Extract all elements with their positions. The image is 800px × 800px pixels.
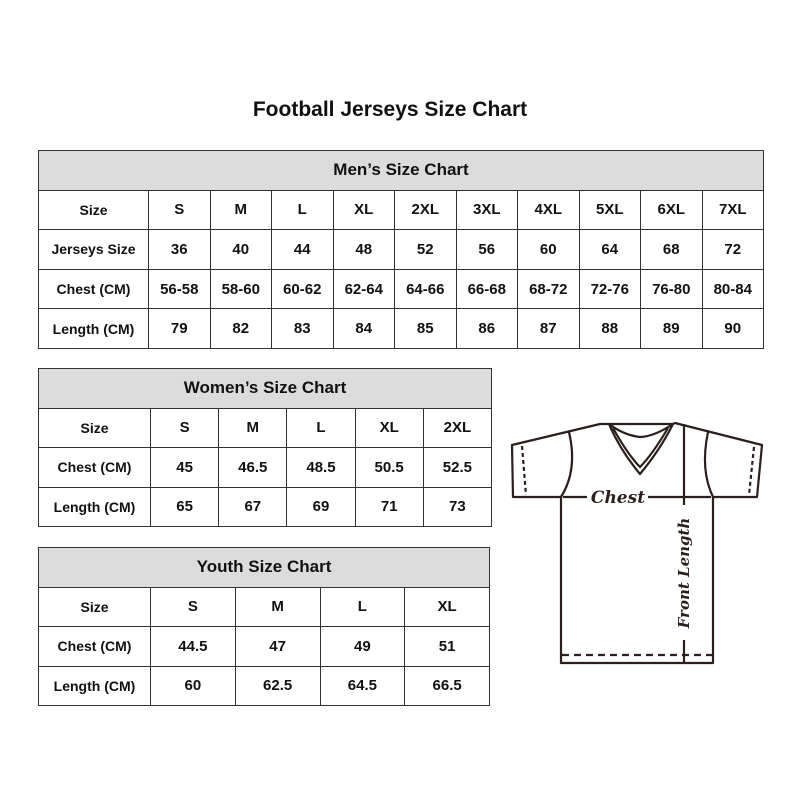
- table-cell: 85: [394, 308, 457, 349]
- front-length-label: Front Length: [675, 518, 693, 630]
- row-label: Length (CM): [38, 486, 151, 527]
- table-cell: 69: [286, 486, 356, 527]
- table-row: Length (CM) 79 82 83 84 85 86 87 88 89 90: [38, 308, 764, 349]
- table-cell: L: [286, 407, 356, 448]
- table-cell: S: [149, 407, 220, 448]
- table-cell: 64.5: [319, 665, 406, 706]
- table-cell: 60: [150, 665, 236, 706]
- page-title: Football Jerseys Size Chart: [252, 98, 528, 121]
- row-label: Length (CM): [38, 308, 149, 349]
- table-cell: 60-62: [271, 268, 334, 310]
- table-row: Jerseys Size 36 40 44 48 52 56 60 64 68 72: [38, 229, 764, 270]
- row-label: Size: [38, 407, 151, 448]
- table-cell: 49: [319, 626, 406, 667]
- jersey-outline: [510, 421, 764, 665]
- table-cell: XL: [332, 189, 395, 231]
- table-cell: 60: [517, 229, 580, 270]
- row-label: Size: [38, 586, 151, 627]
- chest-label: Chest: [591, 488, 645, 508]
- sleeve-seam-left: [560, 431, 574, 498]
- table-cell: 80-84: [701, 268, 764, 310]
- men-caption: Men’s Size Chart: [38, 150, 764, 191]
- table-cell: 79: [148, 308, 211, 349]
- row-label: Length (CM): [38, 665, 151, 706]
- row-label: Chest (CM): [38, 447, 151, 488]
- jersey-collar: [608, 422, 675, 469]
- table-cell: 62-64: [332, 268, 395, 310]
- row-label: Size: [38, 189, 149, 231]
- table-cell: 76-80: [640, 268, 703, 310]
- table-cell: XL: [354, 407, 424, 448]
- table-cell: 65: [149, 486, 220, 527]
- sleeve-hem-right: [747, 446, 756, 496]
- row-label: Jerseys Size: [38, 229, 149, 270]
- table-cell: S: [150, 586, 236, 627]
- table-row: Size S M L XL 2XL: [38, 407, 493, 448]
- table-cell: 67: [218, 486, 288, 527]
- table-cell: 68-72: [517, 268, 580, 310]
- table-cell: 36: [148, 229, 211, 270]
- table-cell: 48.5: [286, 447, 356, 488]
- table-cell: 88: [578, 308, 641, 349]
- youth-size-table: Youth Size Chart Size S M L XL Chest (CM) 44.5 4…: [38, 547, 490, 706]
- table-cell: 66-68: [455, 268, 518, 310]
- table-row: Length (CM) 65 67 69 71 73: [38, 486, 493, 527]
- table-cell: L: [319, 586, 406, 627]
- table-cell: 66.5: [404, 665, 490, 706]
- table-row: Length (CM) 60 62.5 64.5 66.5: [38, 665, 490, 706]
- table-row: Size S M L XL 2XL 3XL 4XL 5XL 6XL 7XL: [38, 189, 764, 231]
- table-cell: 62.5: [234, 665, 321, 706]
- table-cell: 73: [422, 486, 493, 527]
- women-caption: Women’s Size Chart: [38, 368, 492, 409]
- mens-size-table: Men’s Size Chart Size S M L XL 2XL 3XL 4XL 5XL 6XL…: [38, 150, 764, 349]
- youth-caption: Youth Size Chart: [38, 547, 490, 588]
- table-cell: 6XL: [640, 189, 703, 231]
- table-cell: L: [271, 189, 334, 231]
- table-row: Size S M L XL: [38, 586, 490, 627]
- table-row: Chest (CM) 44.5 47 49 51: [38, 626, 490, 667]
- table-cell: 5XL: [578, 189, 641, 231]
- table-cell: 51: [404, 626, 490, 667]
- womens-size-table: Women’s Size Chart Size S M L XL 2XL Chest (CM)…: [38, 368, 493, 527]
- table-cell: 86: [455, 308, 518, 349]
- table-cell: 45: [149, 447, 220, 488]
- table-cell: M: [234, 586, 321, 627]
- sleeve-seam-right: [703, 431, 714, 498]
- table-cell: 84: [332, 308, 395, 349]
- table-cell: 72-76: [578, 268, 641, 310]
- table-cell: 50.5: [354, 447, 424, 488]
- table-cell: 7XL: [701, 189, 764, 231]
- table-cell: 47: [234, 626, 321, 667]
- table-cell: 48: [332, 229, 395, 270]
- table-cell: 44.5: [150, 626, 236, 667]
- table-cell: 71: [354, 486, 424, 527]
- table-cell: 82: [209, 308, 272, 349]
- table-row: Chest (CM) 45 46.5 48.5 50.5 52.5: [38, 447, 493, 488]
- table-cell: M: [218, 407, 288, 448]
- table-cell: 52.5: [422, 447, 493, 488]
- row-label: Chest (CM): [38, 626, 151, 667]
- sleeve-hem-left: [520, 445, 528, 496]
- table-cell: 2XL: [422, 407, 493, 448]
- table-cell: 68: [640, 229, 703, 270]
- table-cell: 40: [209, 229, 272, 270]
- table-cell: XL: [404, 586, 490, 627]
- table-cell: 90: [701, 308, 764, 349]
- table-cell: 56-58: [148, 268, 211, 310]
- table-cell: 44: [271, 229, 334, 270]
- table-cell: 87: [517, 308, 580, 349]
